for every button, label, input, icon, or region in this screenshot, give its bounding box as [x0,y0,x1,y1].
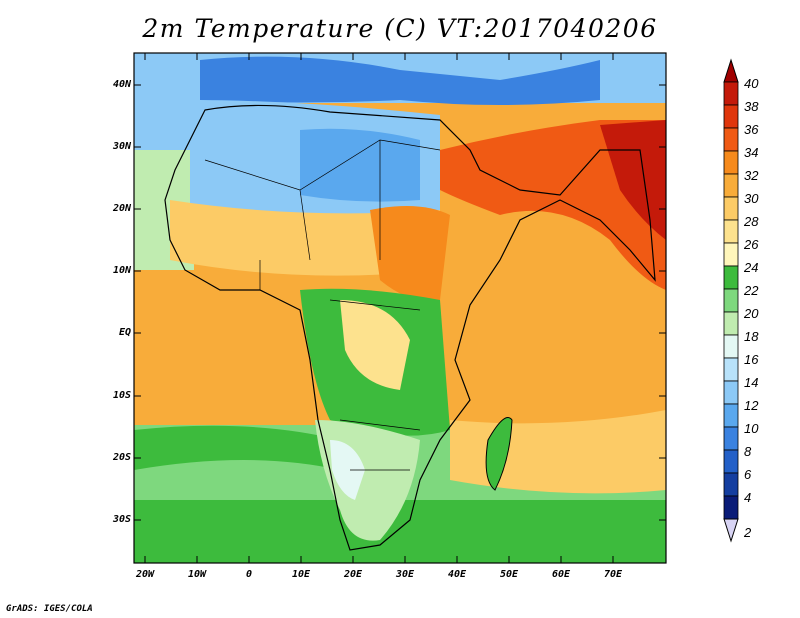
colorbar-swatch [723,173,739,198]
colorbar-label-40: 40 [744,76,759,91]
madagascar [486,417,512,490]
colorbar-label-2: 2 [744,525,752,540]
kalahari [330,440,365,500]
colorbar-swatch [723,449,739,474]
lat-label-10s: 10S [112,390,131,401]
colorbar-label-4: 4 [744,490,752,505]
colorbar-label-8: 8 [744,444,752,459]
colorbar-swatch [723,288,739,313]
colorbar-swatch [723,357,739,382]
lat-label-30s: 30S [112,514,131,525]
coastline [164,104,656,551]
colorbar-label-38: 38 [744,99,759,114]
lat-label-30n: 30N [112,141,131,152]
colorbar-label-24: 24 [744,260,759,275]
colorbar-swatch [723,81,739,106]
colorbar-under-triangle [723,518,739,543]
congo-basin [340,300,410,390]
colorbar-swatch [723,242,739,267]
colorbar-label-36: 36 [744,122,759,137]
lon-label-30e: 30E [395,569,415,580]
lon-label-50e: 50E [499,569,519,580]
colorbar-label-18: 18 [744,329,759,344]
colorbar-label-16: 16 [744,352,759,367]
lon-label-20w: 20W [135,569,155,580]
colorbar-swatch [723,150,739,175]
lon-label-0: 0 [245,569,253,580]
colorbar-over-triangle [723,58,739,83]
arabia-india-hot [440,120,666,290]
lon-label-40e: 40E [447,569,467,580]
colorbar-swatch [723,127,739,152]
colorbar-swatch [723,196,739,221]
colorbar-label-10: 10 [744,421,759,436]
borders [204,139,441,471]
lat-label-40n: 40N [112,79,131,90]
lat-label-20s: 20S [112,452,131,463]
lon-label-70e: 70E [603,569,623,580]
sudan-hot [370,206,450,301]
lon-label-10e: 10E [291,569,311,580]
colorbar-label-12: 12 [744,398,759,413]
colorbar-label-14: 14 [744,375,759,390]
colorbar-swatch [723,104,739,129]
map-fields [134,53,666,563]
axis-ticks [134,53,666,563]
plot-frame [133,52,667,564]
sahara-center [300,128,420,202]
colorbar-swatch [723,265,739,290]
colorbar-label-28: 28 [744,214,759,229]
colorbar-swatch [723,219,739,244]
colorbar-swatch [723,495,739,520]
colorbar-swatch [723,334,739,359]
colorbar-swatch [723,426,739,451]
colorbar-label-6: 6 [744,467,752,482]
colorbar-label-30: 30 [744,191,759,206]
lat-label-eq: EQ [118,327,131,338]
grads-credit: GrADS: IGES/COLA [6,604,93,614]
madagascar-outline [485,417,513,491]
s-atlantic-green [134,425,340,470]
colorbar-label-32: 32 [744,168,759,183]
colorbar-swatch [723,403,739,428]
colorbar-label-26: 26 [744,237,759,252]
colorbar-swatch [723,311,739,336]
colorbar-swatch [723,472,739,497]
lon-label-10w: 10W [187,569,207,580]
lon-label-20e: 20E [343,569,363,580]
colorbar-label-34: 34 [744,145,759,160]
page-title: 2m Temperature (C) VT:2017040206 [142,14,658,43]
lat-label-20n: 20N [112,203,131,214]
colorbar-label-20: 20 [744,306,759,321]
colorbar-swatch [723,380,739,405]
lon-label-60e: 60E [551,569,571,580]
europe-cold [200,56,600,105]
colorbar-label-22: 22 [744,283,759,298]
lat-label-10n: 10N [112,265,131,276]
colorbar [723,58,739,543]
